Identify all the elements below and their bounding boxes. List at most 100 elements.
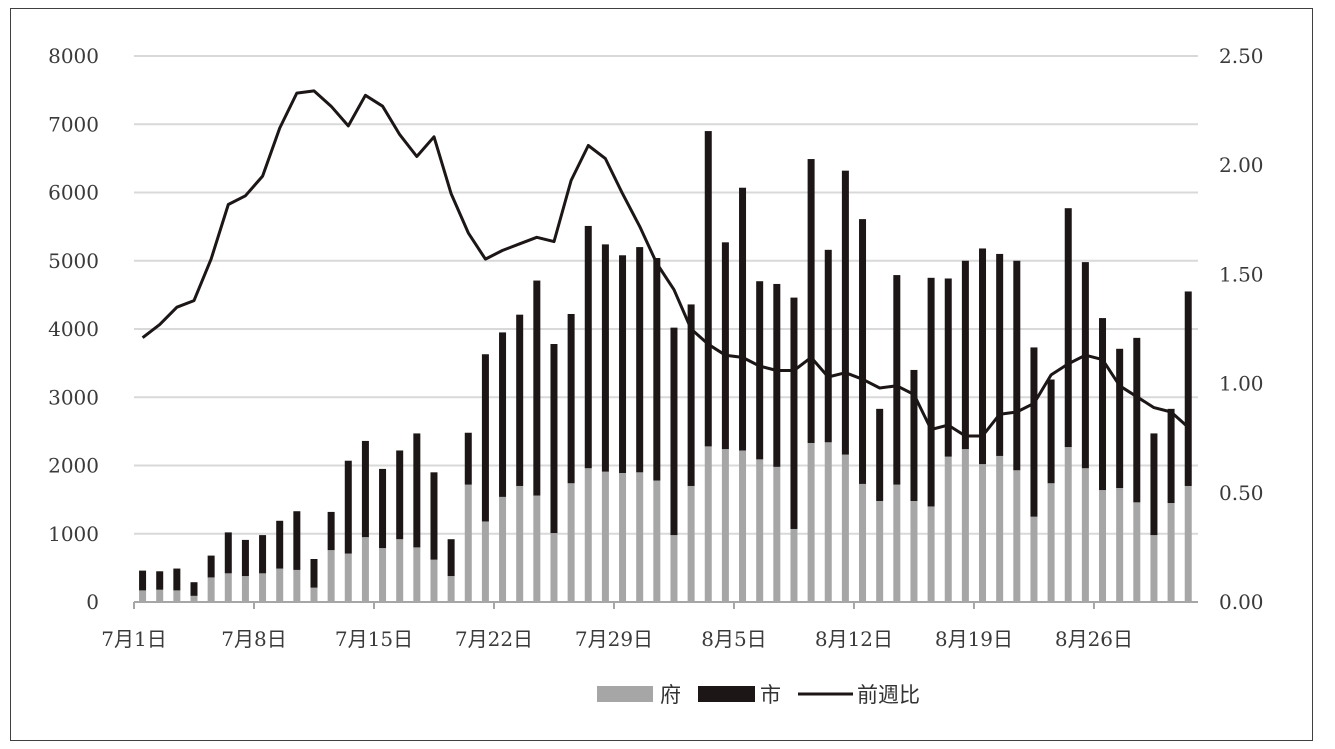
bar-shi: [756, 281, 764, 460]
bar-fu: [636, 472, 644, 602]
bar-fu: [241, 576, 249, 602]
bar-shi: [841, 170, 849, 455]
legend: 府 市 前週比: [597, 683, 920, 707]
bar-fu: [653, 480, 661, 602]
y-right-tick-label: 2.50: [1219, 44, 1264, 68]
bar-fu: [259, 573, 267, 602]
bar-shi: [979, 248, 987, 465]
bar-shi: [173, 568, 181, 591]
y-left-tick-label: 4000: [48, 317, 99, 341]
bar-shi: [550, 344, 558, 534]
bar-fu: [413, 547, 421, 602]
bar-fu: [927, 506, 935, 602]
bar-shi: [859, 219, 867, 484]
bar-shi: [1167, 408, 1175, 504]
x-tick-label: 7月29日: [575, 627, 653, 651]
bar-fu: [447, 576, 455, 602]
bar-fu: [1184, 485, 1192, 602]
bar-fu: [687, 485, 695, 602]
x-tick-label: 7月22日: [455, 627, 533, 651]
bar-fu: [1030, 516, 1038, 602]
bar-shi: [567, 313, 575, 484]
bar-shi: [584, 225, 592, 469]
bar-shi: [653, 258, 661, 481]
bar-fu: [773, 466, 781, 602]
bar-fu: [944, 456, 952, 602]
bar-fu: [190, 595, 198, 602]
bar-shi: [241, 539, 249, 577]
bar-shi: [773, 283, 781, 467]
bar-shi: [1116, 348, 1124, 489]
bar-shi: [944, 278, 952, 457]
y-left-tick-label: 5000: [48, 249, 99, 273]
legend-swatch-shi: [698, 686, 755, 702]
bar-shi: [893, 275, 901, 485]
bar-shi: [396, 450, 404, 540]
bar-shi: [1150, 433, 1158, 536]
bar-fu: [876, 500, 884, 602]
bar-shi: [790, 297, 798, 529]
bar-fu: [841, 454, 849, 602]
bar-fu: [276, 568, 284, 602]
bar-fu: [156, 589, 164, 602]
bar-shi: [619, 255, 627, 474]
gridlines: [134, 55, 1198, 535]
bar-shi: [721, 242, 729, 450]
bar-shi: [910, 369, 918, 501]
bar-shi: [1047, 379, 1055, 484]
bar-fu: [721, 449, 729, 602]
bar-shi: [156, 571, 164, 590]
bar-fu: [327, 550, 335, 602]
bar-fu: [584, 468, 592, 602]
line-series: [141, 89, 1190, 438]
bar-fu: [1150, 535, 1158, 602]
chart-svg: 0 1000 2000 3000 4000 5000 6000 7000 8000 0.00 0.5…: [48, 44, 1263, 707]
bar-shi: [961, 260, 969, 450]
bar-shi: [481, 354, 489, 522]
bar-shi: [533, 280, 541, 496]
legend-label-shi: 市: [760, 683, 781, 707]
y-left-tick-label: 8000: [48, 44, 99, 68]
bar-fu: [996, 455, 1004, 602]
bar-shi: [687, 304, 695, 486]
bar-fu: [1167, 503, 1175, 602]
bar-fu: [310, 587, 318, 602]
bar-fu: [1116, 488, 1124, 602]
bar-shi: [379, 468, 387, 549]
bar-fu: [1047, 483, 1055, 602]
bar-shi: [1013, 260, 1021, 471]
bar-shi: [1133, 337, 1141, 503]
bar-shi: [224, 532, 232, 574]
legend-swatch-fu: [597, 686, 653, 702]
bar-fu: [207, 577, 215, 602]
bar-shi: [704, 131, 712, 447]
x-tick-label: 7月1日: [101, 627, 166, 651]
y-right-tick-label: 0.50: [1219, 481, 1264, 505]
bar-fu: [516, 485, 524, 602]
bar-shi: [344, 460, 352, 554]
axes: 0 1000 2000 3000 4000 5000 6000 7000 8000 0.00 0.5…: [48, 44, 1263, 651]
bar-shi: [327, 511, 335, 551]
x-tick-label: 8月5日: [701, 627, 766, 651]
bar-shi: [516, 314, 524, 486]
bar-shi: [1064, 208, 1072, 448]
y-left-tick-label: 0: [86, 590, 99, 614]
bar-fu: [704, 446, 712, 602]
bar-fu: [824, 442, 832, 602]
bar-fu: [344, 553, 352, 602]
bar-fu: [790, 528, 798, 602]
bar-shi: [1081, 262, 1089, 469]
bar-fu: [1099, 490, 1107, 602]
bar-shi: [1099, 318, 1107, 491]
bar-shi: [636, 247, 644, 473]
y-left-tick-label: 3000: [48, 385, 99, 409]
x-tick-label: 8月19日: [935, 627, 1013, 651]
y-right-tick-label: 1.00: [1219, 372, 1264, 396]
bar-shi: [807, 159, 815, 443]
bar-shi: [927, 277, 935, 507]
chart-frame: 0 1000 2000 3000 4000 5000 6000 7000 8000 0.00 0.5…: [10, 8, 1313, 741]
bar-shi: [1184, 291, 1192, 486]
bar-shi: [190, 582, 198, 596]
bar-shi: [259, 535, 267, 574]
bar-fu: [293, 569, 301, 602]
